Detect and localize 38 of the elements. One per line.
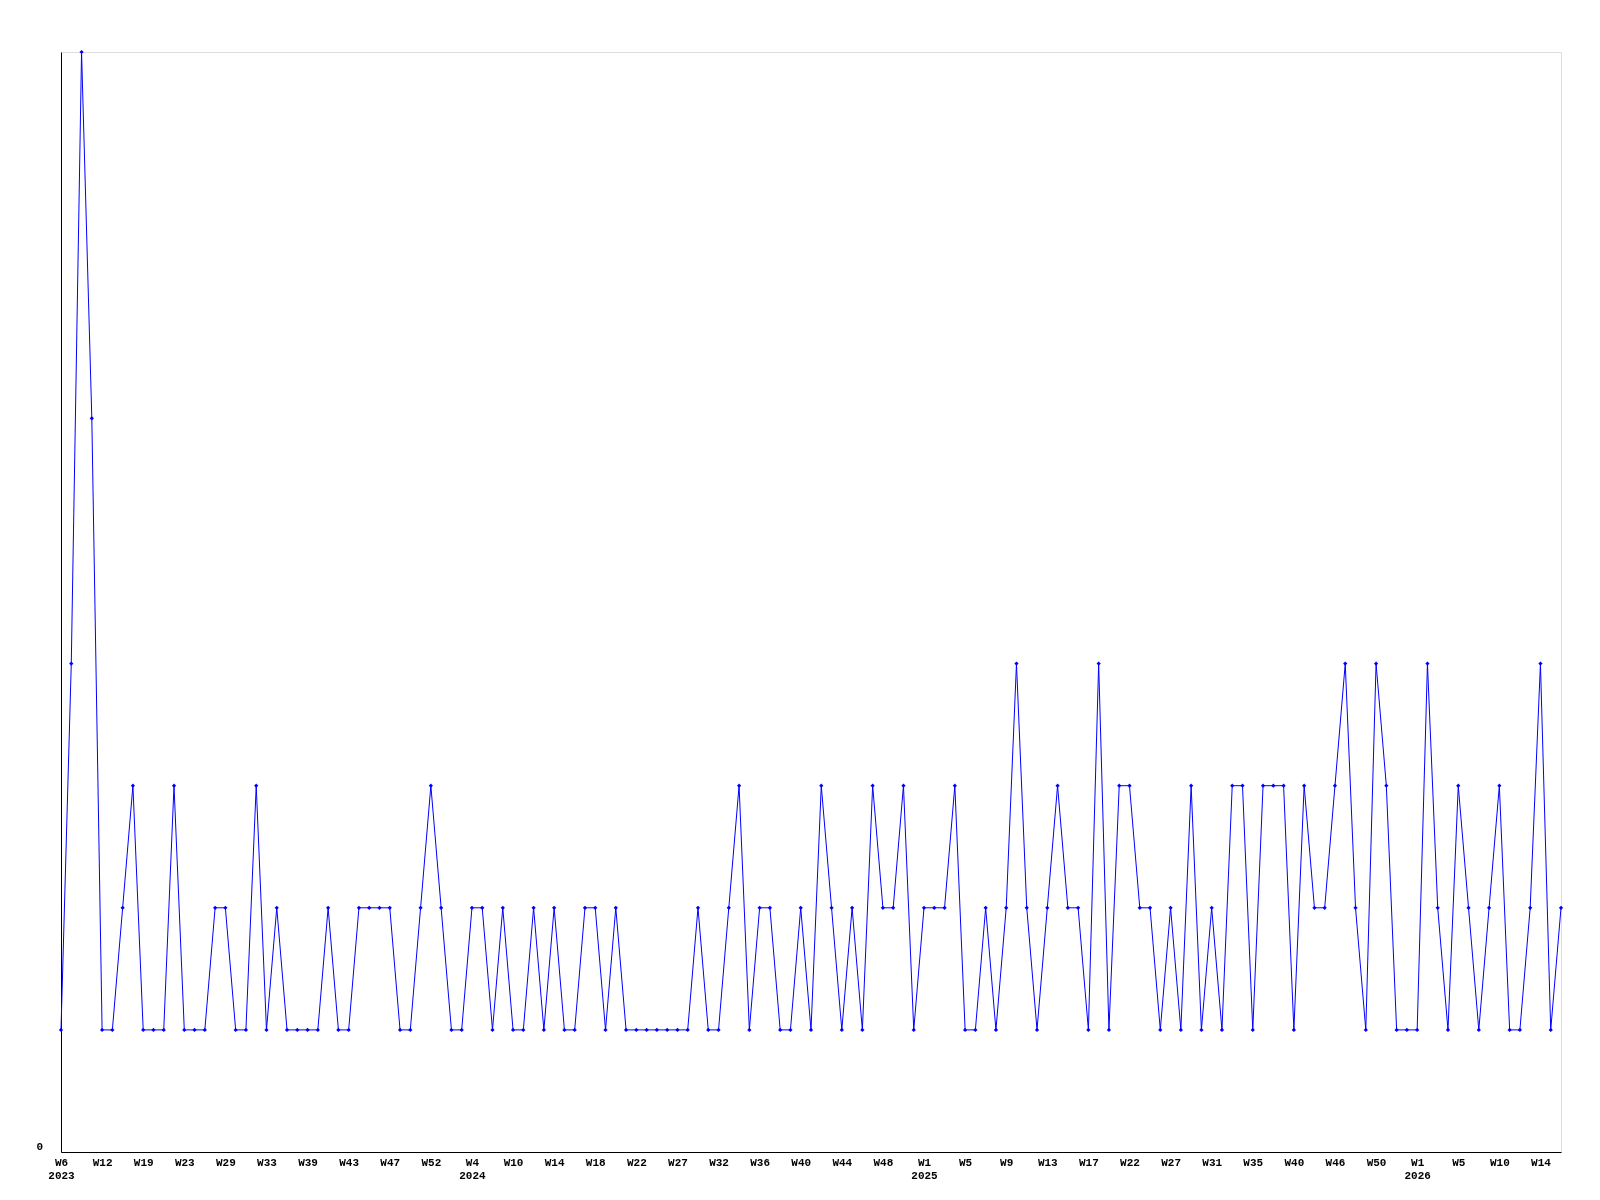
x-tick-label: W32 (709, 1156, 729, 1169)
x-tick-label: W22 (626, 1156, 647, 1169)
x-tick-label: W27 (668, 1156, 688, 1169)
x-tick-label: W44 (832, 1156, 853, 1169)
x-tick-label: W5 (959, 1156, 973, 1169)
x-tick-label: W4 2024 (459, 1156, 487, 1182)
x-tick-label: W48 (873, 1156, 894, 1169)
x-tick-label: W47 (380, 1156, 401, 1169)
x-tick-label: W36 (750, 1156, 771, 1169)
x-tick-label: W1 2025 (911, 1156, 939, 1182)
x-tick-label: W14 (544, 1156, 565, 1169)
x-tick-label: W22 (1120, 1156, 1140, 1169)
x-tick-label: W40 (1284, 1156, 1305, 1169)
x-tick-label: W12 (92, 1156, 113, 1169)
x-tick-label: W43 (339, 1156, 360, 1169)
x-tick-label: W9 (1000, 1156, 1014, 1169)
x-tick-label: W14 (1531, 1156, 1552, 1169)
x-tick-label: W52 (421, 1156, 442, 1169)
x-tick-label: W17 (1078, 1156, 1099, 1169)
text: 0 (36, 1141, 43, 1153)
x-tick-label: W35 (1243, 1156, 1264, 1169)
x-tick-label: W5 (1452, 1156, 1466, 1169)
x-tick-label: W50 (1366, 1156, 1387, 1169)
x-tick-label: W19 (133, 1156, 154, 1169)
x-tick-label: W40 (791, 1156, 812, 1169)
x-tick-label: W27 (1161, 1156, 1181, 1169)
x-tick-label: W23 (174, 1156, 196, 1169)
x-tick-label: W18 (585, 1156, 607, 1169)
x-tick-label: W1 2026 (1404, 1156, 1431, 1182)
x-tick-label: W31 (1202, 1156, 1223, 1169)
x-tick-label: W39 (298, 1156, 318, 1169)
x-tick-label: W10 (503, 1156, 524, 1169)
x-tick-label: W6 2023 (48, 1156, 76, 1182)
x-tick-label: W33 (257, 1156, 278, 1169)
x-tick-label: W46 (1325, 1156, 1346, 1169)
x-tick-label: W13 (1037, 1156, 1059, 1169)
x-tick-label: W29 (215, 1156, 236, 1169)
x-tick-label: W10 (1489, 1156, 1510, 1169)
